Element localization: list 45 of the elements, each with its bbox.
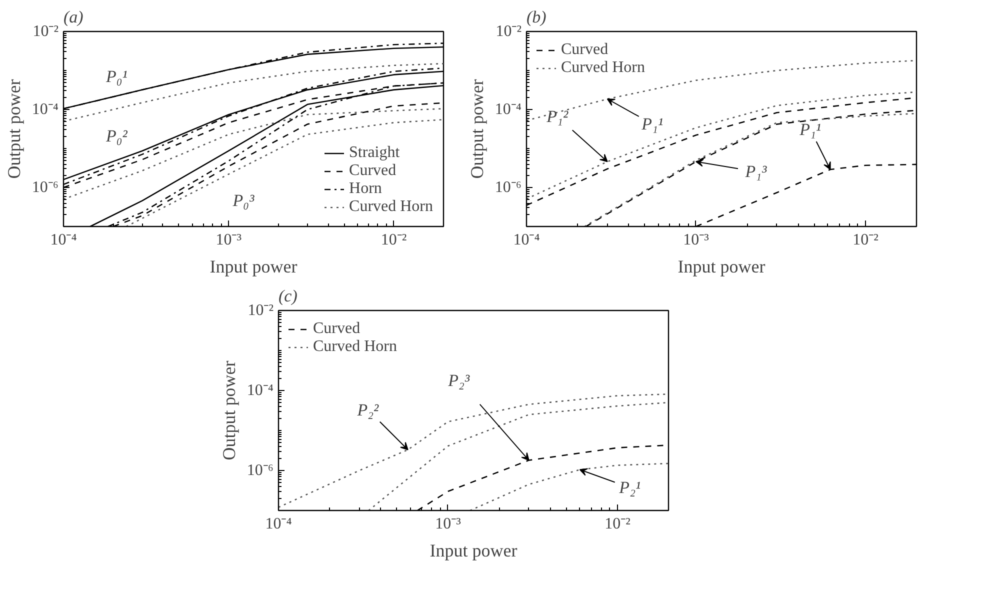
legend-label: Straight	[349, 144, 400, 162]
x-tick-label: 10⁻²	[604, 516, 631, 532]
legend-label: Horn	[349, 180, 382, 198]
legend-label: Curved	[561, 41, 608, 59]
annotation: P₀¹	[105, 66, 128, 86]
y-tick-label: 10⁻⁴	[32, 101, 59, 118]
annotation: P₁²	[546, 107, 569, 126]
x-tick-label: 10⁻⁴	[265, 516, 292, 532]
legend-label: Curved Horn	[561, 59, 645, 77]
y-tick-label: 10⁻⁴	[494, 101, 522, 118]
y-tick-label: 10⁻²	[496, 23, 522, 40]
chart-title: (c)	[278, 286, 298, 306]
annotation: P₂³	[447, 370, 470, 390]
y-tick-label: 10⁻⁶	[494, 179, 522, 196]
annotation: P₂¹	[618, 478, 641, 498]
y-tick-label: 10⁻⁶	[246, 462, 274, 479]
chart-title: (a)	[64, 8, 84, 26]
x-tick-label: 10⁻²	[380, 232, 407, 248]
y-tick-label: 10⁻⁶	[32, 179, 58, 196]
legend-label: Curved	[349, 162, 396, 180]
x-tick-label: 10⁻³	[435, 516, 462, 532]
x-axis-title: Input power	[210, 256, 298, 276]
x-tick-label: 10⁻⁴	[513, 232, 540, 248]
chart-title: (b)	[526, 8, 547, 26]
y-tick-label: 10⁻⁴	[246, 382, 274, 399]
annotation: P₁³	[744, 162, 768, 182]
annotation: P₀²	[105, 126, 128, 146]
x-axis-title: Input power	[430, 540, 518, 560]
x-tick-label: 10⁻²	[852, 232, 879, 248]
y-tick-label: 10⁻²	[32, 23, 59, 40]
y-axis-title: Output power	[218, 360, 239, 460]
x-tick-label: 10⁻³	[216, 232, 242, 248]
annotation: P₁¹	[640, 114, 664, 134]
y-axis-title: Output power	[466, 79, 487, 179]
x-tick-label: 10⁻⁴	[50, 232, 78, 248]
x-axis-title: Input power	[678, 256, 766, 276]
legend-label: Curved Horn	[349, 198, 433, 216]
y-tick-label: 10⁻²	[248, 302, 274, 319]
y-axis-title: Output power	[4, 79, 24, 179]
x-tick-label: 10⁻³	[683, 232, 710, 248]
annotation: P₀³	[232, 191, 256, 210]
legend-label: Curved	[313, 320, 360, 338]
annotation: P₂²	[356, 400, 380, 420]
legend-label: Curved Horn	[313, 338, 397, 356]
annotation: P₁¹	[798, 120, 821, 139]
